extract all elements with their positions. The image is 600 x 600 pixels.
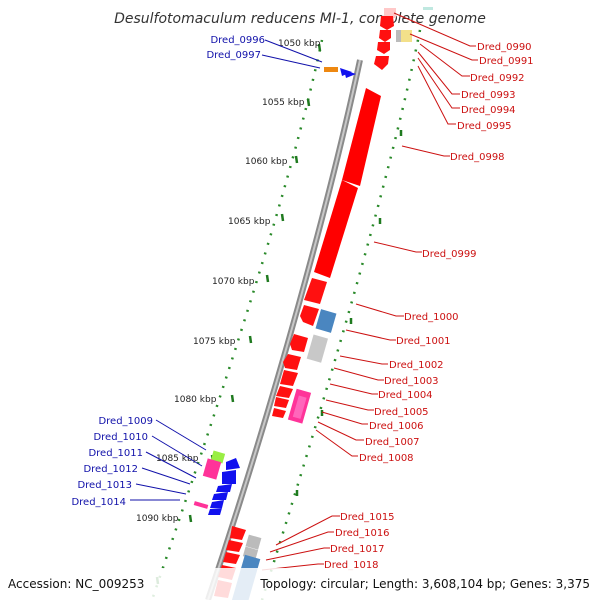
gene-feature: [374, 56, 389, 70]
gene-label: Dred_0997: [206, 50, 261, 61]
gene-label: Dred_1014: [71, 497, 126, 508]
gene-feature: [210, 450, 226, 464]
gene-feature: [314, 180, 358, 278]
gene-feature: [306, 334, 328, 363]
gene-feature: [280, 370, 298, 386]
gene-label: Dred_0996: [210, 35, 265, 46]
scale-labels: 1050 kbp 1055 kbp 1060 kbp 1065 kbp 1070…: [136, 39, 321, 524]
gene-label: Dred_0992: [470, 73, 525, 84]
gene-feature: [292, 395, 307, 419]
scale-label: 1085 kbp: [156, 454, 199, 464]
left-leader-lines: [130, 39, 323, 501]
scale-label: 1070 kbp: [212, 277, 255, 287]
gene-feature: [290, 334, 308, 352]
gene-feature: [223, 552, 240, 564]
gene-feature: [315, 309, 337, 333]
gene-feature: [324, 67, 338, 72]
genome-backbone-highlight: [207, 59, 361, 600]
gene-label: Dred_1018: [324, 560, 379, 571]
scale-label: 1060 kbp: [245, 157, 288, 167]
map-title: Desulfotomaculum reducens MI-1, complete…: [114, 11, 486, 27]
genome-backbone: [205, 59, 363, 600]
gene-label: Dred_1009: [98, 416, 153, 427]
right-gene-labels: Dred_0990 Dred_0991 Dred_0992 Dred_0993 …: [324, 42, 534, 571]
gene-label: Dred_1016: [335, 528, 390, 539]
gene-feature: [222, 470, 236, 484]
gene-label: Dred_1007: [365, 437, 420, 448]
gene-feature: [226, 540, 243, 552]
gene-feature: [245, 534, 262, 550]
topology-text: Topology: circular; Length: 3,608,104 bp…: [259, 577, 590, 591]
gene-label: Dred_1008: [359, 453, 414, 464]
gene-feature: [230, 526, 246, 540]
gene-feature: [300, 305, 319, 326]
gene-label: Dred_1003: [384, 376, 439, 387]
gene-feature: [202, 458, 222, 480]
gene-feature: [342, 88, 381, 186]
gene-label: Dred_1012: [83, 464, 138, 475]
scale-label: 1050 kbp: [278, 39, 321, 49]
gene-label: Dred_1000: [404, 312, 459, 323]
gene-feature: [210, 500, 224, 508]
scale-label: 1055 kbp: [262, 98, 305, 108]
scale-track-left: [150, 39, 324, 600]
gene-feature: [274, 397, 289, 408]
gene-label: Dred_1015: [340, 512, 395, 523]
gene-label: Dred_1010: [93, 432, 148, 443]
gene-feature: [340, 68, 352, 76]
gene-label: Dred_0990: [477, 42, 532, 53]
right-leader-lines: [261, 12, 478, 571]
gene-label: Dred_1001: [396, 336, 451, 347]
gene-label: Dred_1017: [330, 544, 385, 555]
gene-label: Dred_0998: [450, 152, 505, 163]
scale-label: 1075 kbp: [193, 337, 236, 347]
gene-label: Dred_1006: [369, 421, 424, 432]
reverse-strand-genes: [193, 67, 356, 515]
gene-feature: [193, 501, 209, 509]
gene-feature: [304, 278, 327, 304]
gene-label: Dred_1002: [389, 360, 444, 371]
scale-label: 1090 kbp: [136, 514, 179, 524]
gene-label: Dred_1004: [378, 390, 433, 401]
gene-feature: [379, 30, 391, 42]
gene-feature: [384, 8, 396, 18]
gene-feature: [216, 484, 232, 492]
gene-feature: [272, 408, 286, 418]
gene-feature: [396, 30, 401, 42]
accession-text: Accession: NC_009253: [8, 577, 144, 591]
gene-feature: [276, 386, 293, 398]
gene-feature: [423, 7, 433, 10]
gene-label: Dred_1005: [374, 407, 429, 418]
gene-feature: [377, 42, 390, 54]
gene-feature: [212, 492, 228, 500]
gene-label: Dred_0991: [479, 56, 534, 67]
gene-feature: [380, 16, 394, 30]
gene-label: Dred_0994: [461, 105, 516, 116]
scale-label: 1065 kbp: [228, 217, 271, 227]
footer-background: [0, 568, 600, 600]
gene-feature: [226, 458, 240, 470]
gene-label: Dred_1011: [88, 448, 143, 459]
gene-label: Dred_1013: [77, 480, 132, 491]
left-gene-labels: Dred_0996 Dred_0997 Dred_1009 Dred_1010 …: [71, 35, 265, 508]
gene-label: Dred_0999: [422, 249, 477, 260]
gene-label: Dred_0993: [461, 90, 516, 101]
scale-label: 1080 kbp: [174, 395, 217, 405]
gene-feature: [400, 30, 412, 42]
gene-feature: [208, 508, 222, 515]
forward-strand-genes: [214, 7, 433, 600]
gene-feature: [283, 354, 301, 370]
gene-label: Dred_0995: [457, 121, 512, 132]
